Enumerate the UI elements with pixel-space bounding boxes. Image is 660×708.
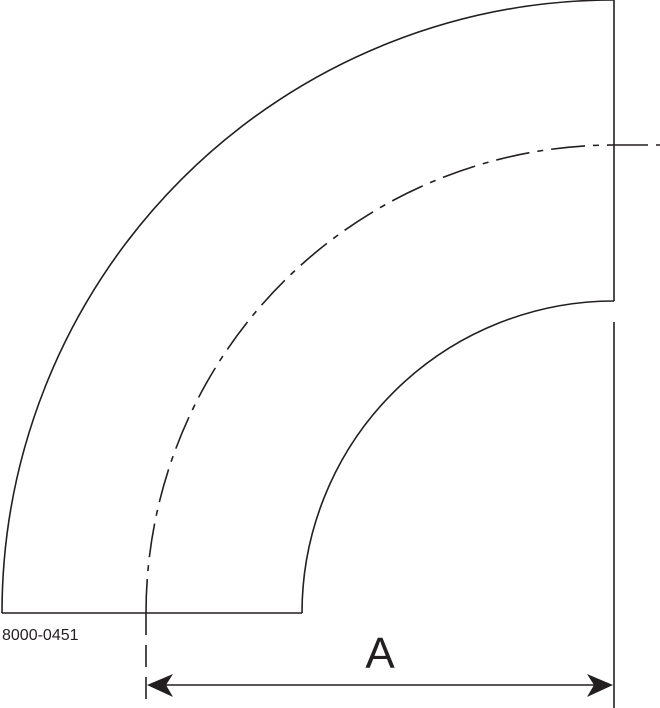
dimension-label: A [365, 629, 395, 678]
arrowhead-left [147, 674, 173, 697]
outer-arc [1, 0, 615, 614]
inner-arc [301, 300, 615, 614]
part-number-label: 8000-0451 [2, 627, 79, 644]
centerline-arc [145, 144, 615, 614]
arrowhead-right [587, 674, 613, 697]
